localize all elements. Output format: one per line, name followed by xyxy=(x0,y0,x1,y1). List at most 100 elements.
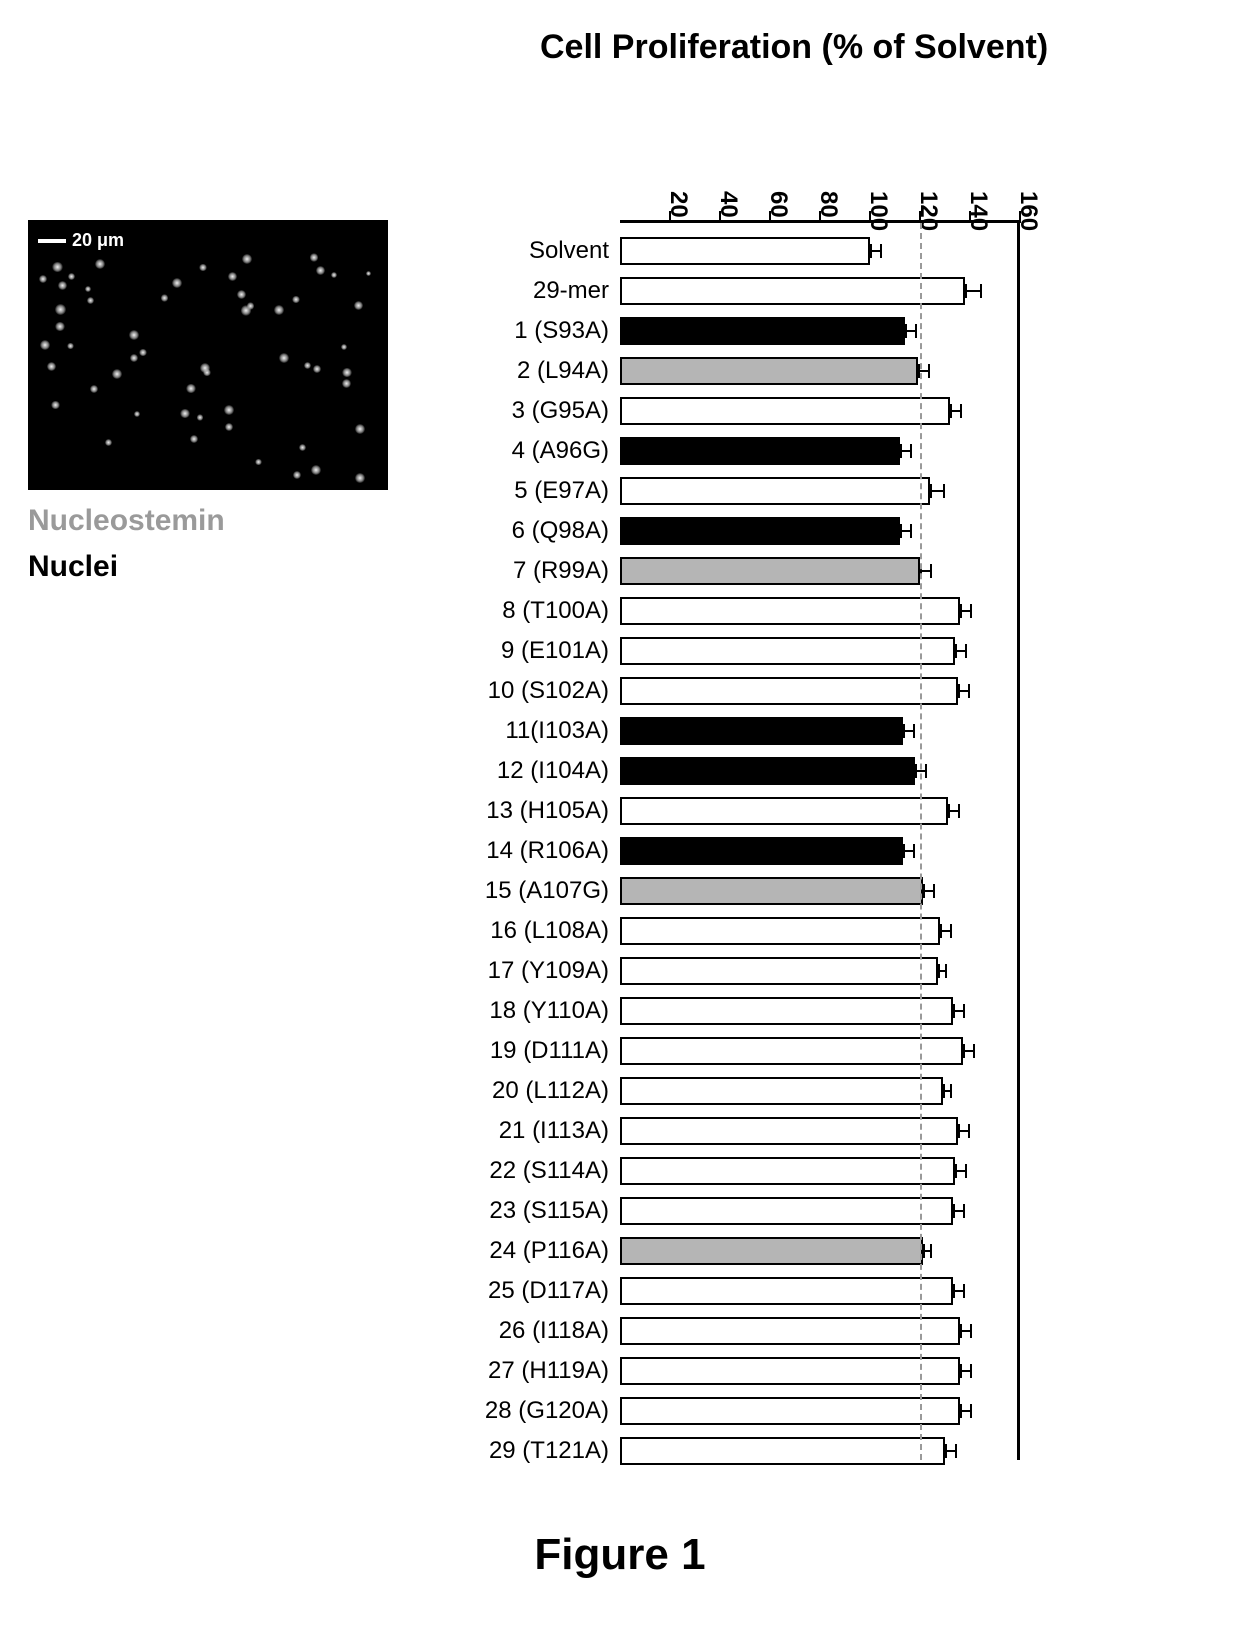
nucleus-dot xyxy=(134,411,140,417)
bar-label: 1 (S93A) xyxy=(514,317,609,345)
legend-nuclei: Nuclei xyxy=(28,550,225,584)
micrograph-legend: Nucleostemin Nuclei xyxy=(28,504,225,584)
error-cap xyxy=(930,484,932,498)
bar-row: 9 (E101A) xyxy=(620,631,1017,671)
bar xyxy=(620,757,915,785)
error-cap xyxy=(973,1044,975,1058)
nucleus-dot xyxy=(274,305,284,315)
x-tick-label: 60 xyxy=(764,191,792,218)
bar xyxy=(620,1437,945,1465)
error-cap xyxy=(960,1324,962,1338)
bar-row: 16 (L108A) xyxy=(620,911,1017,951)
bar-row: 12 (I104A) xyxy=(620,751,1017,791)
nucleus-dot xyxy=(172,278,182,288)
x-tick-label: 160 xyxy=(1014,191,1042,231)
nucleus-dot xyxy=(197,414,204,421)
bar-row: 3 (G95A) xyxy=(620,391,1017,431)
nucleus-dot xyxy=(55,322,64,331)
bar-label: 22 (S114A) xyxy=(489,1157,609,1185)
bar-row: 4 (A96G) xyxy=(620,431,1017,471)
error-cap xyxy=(913,724,915,738)
bar-row: 13 (H105A) xyxy=(620,791,1017,831)
error-cap xyxy=(955,1164,957,1178)
error-cap xyxy=(913,844,915,858)
bar xyxy=(620,1157,955,1185)
error-cap xyxy=(963,1204,965,1218)
nucleus-dot xyxy=(55,304,66,315)
bar-row: 22 (S114A) xyxy=(620,1151,1017,1191)
nucleus-dot xyxy=(87,297,94,304)
bar xyxy=(620,1197,953,1225)
nucleus-dot xyxy=(293,471,301,479)
bar-row: 21 (I113A) xyxy=(620,1111,1017,1151)
nucleus-dot xyxy=(355,424,365,434)
bar-row: 11(I103A) xyxy=(620,711,1017,751)
error-cap xyxy=(960,604,962,618)
bar-row: 14 (R106A) xyxy=(620,831,1017,871)
error-cap xyxy=(960,1404,962,1418)
bar xyxy=(620,437,900,465)
nucleus-dot xyxy=(67,343,73,349)
bar xyxy=(620,677,958,705)
error-bar xyxy=(965,290,980,292)
error-cap xyxy=(880,244,882,258)
micrograph-image: 20 μm xyxy=(28,220,388,490)
bar-label: 24 (P116A) xyxy=(489,1237,609,1265)
error-cap xyxy=(953,1004,955,1018)
error-cap xyxy=(960,1364,962,1378)
nucleus-dot xyxy=(47,362,56,371)
nucleus-dot xyxy=(186,384,196,394)
chart-area: Solvent29-mer1 (S93A)2 (L94A)3 (G95A)4 (… xyxy=(420,100,1220,1500)
bar-label: 17 (Y109A) xyxy=(488,957,609,985)
bar-label: 19 (D111A) xyxy=(490,1037,609,1065)
nucleus-dot xyxy=(342,379,351,388)
error-cap xyxy=(938,964,940,978)
error-cap xyxy=(963,1284,965,1298)
nucleus-dot xyxy=(130,354,138,362)
error-cap xyxy=(950,924,952,938)
error-cap xyxy=(955,1444,957,1458)
bar xyxy=(620,637,955,665)
bar xyxy=(620,1077,943,1105)
bar-row: 15 (A107G) xyxy=(620,871,1017,911)
error-cap xyxy=(970,1404,972,1418)
bar-row: 24 (P116A) xyxy=(620,1231,1017,1271)
nucleus-dot xyxy=(354,301,363,310)
error-cap xyxy=(923,884,925,898)
error-cap xyxy=(905,324,907,338)
error-cap xyxy=(963,1044,965,1058)
nucleus-dot xyxy=(366,271,371,276)
bar-row: 7 (R99A) xyxy=(620,551,1017,591)
chart-title: Cell Proliferation (% of Solvent) xyxy=(540,28,1048,67)
error-cap xyxy=(925,764,927,778)
bar xyxy=(620,917,940,945)
error-cap xyxy=(958,804,960,818)
nucleus-dot xyxy=(68,273,75,280)
nucleus-dot xyxy=(279,353,289,363)
bar xyxy=(620,957,938,985)
bar-label: 20 (L112A) xyxy=(492,1077,609,1105)
nucleus-dot xyxy=(316,266,325,275)
bar-label: 23 (S115A) xyxy=(489,1197,609,1225)
bar-label: 2 (L94A) xyxy=(517,357,609,385)
bar-row: 29 (T121A) xyxy=(620,1431,1017,1471)
bar xyxy=(620,1277,953,1305)
bar-row: 26 (I118A) xyxy=(620,1311,1017,1351)
bar-label: 4 (A96G) xyxy=(512,437,609,465)
error-cap xyxy=(945,1444,947,1458)
error-cap xyxy=(968,1124,970,1138)
bar-label: 16 (L108A) xyxy=(490,917,609,945)
bar-row: 23 (S115A) xyxy=(620,1191,1017,1231)
bar-label: 29 (T121A) xyxy=(489,1437,609,1465)
nucleus-dot xyxy=(310,253,318,261)
error-cap xyxy=(950,404,952,418)
error-cap xyxy=(903,844,905,858)
error-cap xyxy=(970,1364,972,1378)
error-cap xyxy=(900,444,902,458)
nucleus-dot xyxy=(247,302,255,310)
error-cap xyxy=(953,1284,955,1298)
bar-row: 5 (E97A) xyxy=(620,471,1017,511)
error-cap xyxy=(948,804,950,818)
bar-row: 27 (H119A) xyxy=(620,1351,1017,1391)
bar-label: 6 (Q98A) xyxy=(512,517,609,545)
